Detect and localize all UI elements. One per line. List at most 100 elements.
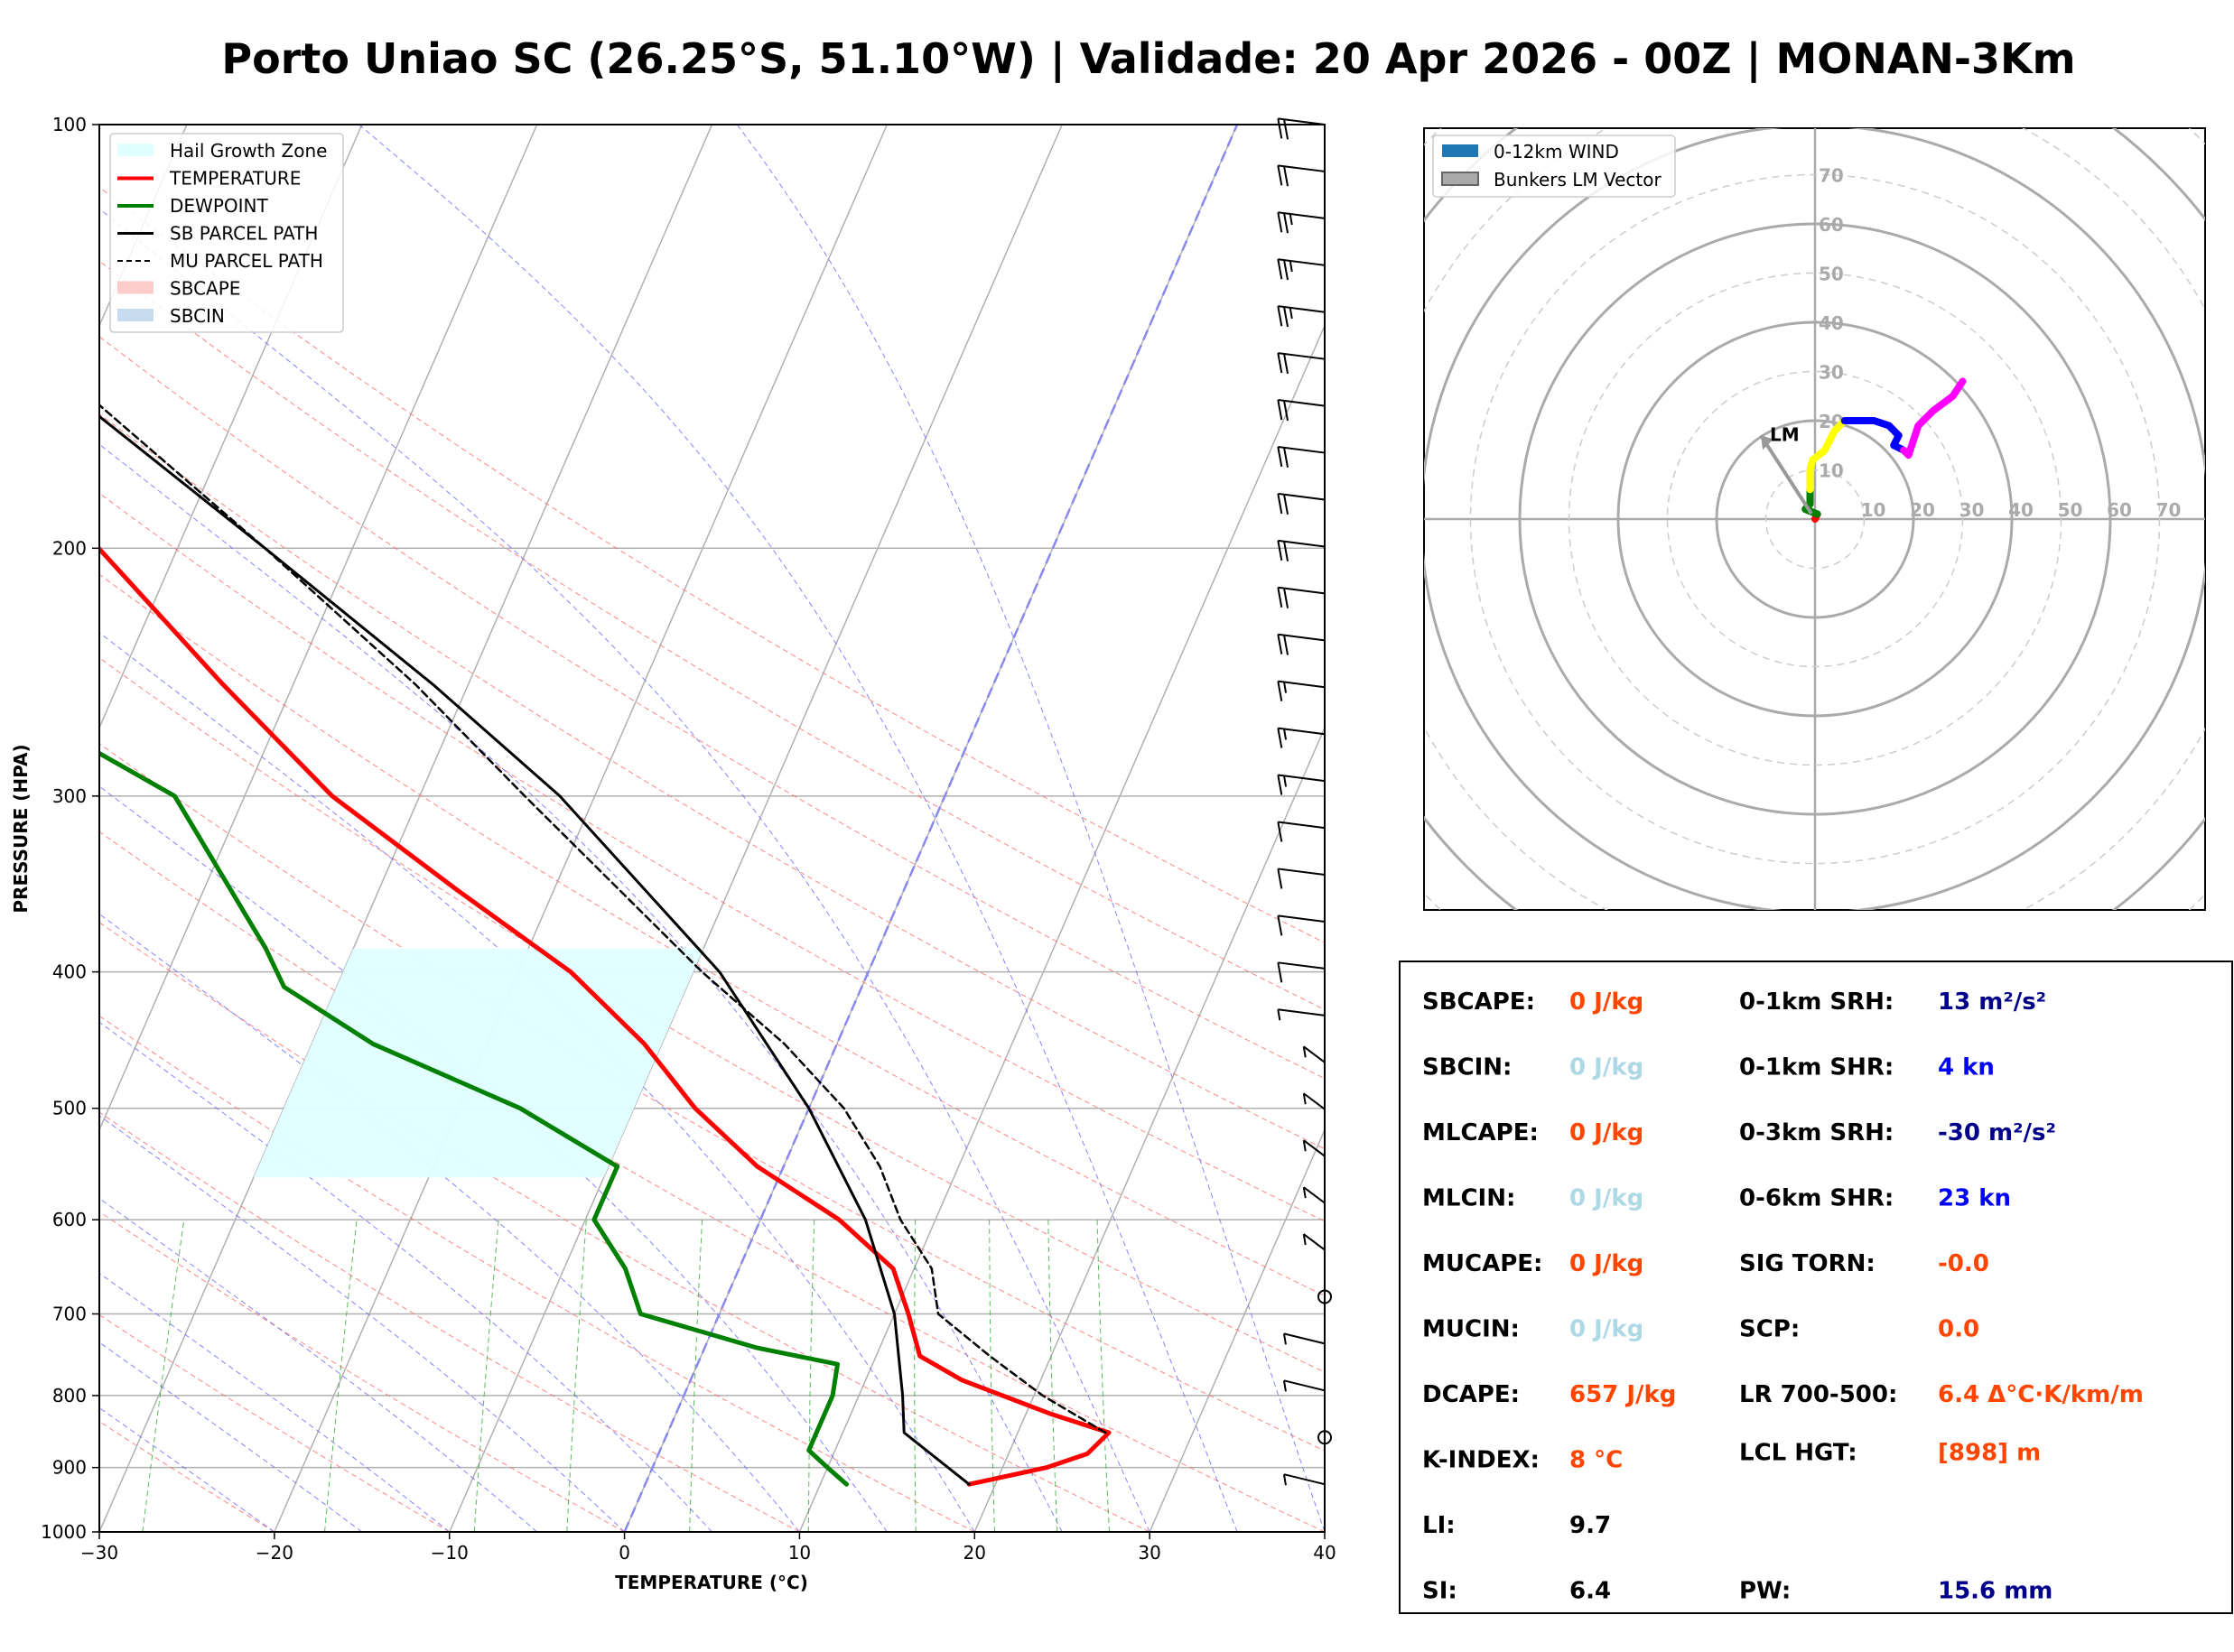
index-label: SI: <box>1422 1578 1457 1605</box>
moist-adiabat <box>736 125 1325 1532</box>
sb-parcel-line <box>99 414 971 1486</box>
legend-label: Bunkers LM Vector <box>1494 169 1662 190</box>
index-label: MUCAPE: <box>1422 1250 1542 1277</box>
hodo-ring <box>1616 320 2014 718</box>
index-value: 9.7 <box>1569 1512 1611 1539</box>
barb-flag <box>1283 400 1289 422</box>
mixing-ratio-line <box>989 1220 995 1532</box>
mixing-ratio-line <box>807 1220 815 1532</box>
indices-panel: SBCAPE: 0 J/kg SBCIN: 0 J/kg MLCAPE: 0 J/kg ML… <box>1399 961 2233 1614</box>
isotherm <box>99 125 538 1132</box>
wind-barb <box>1277 1008 1326 1021</box>
index-value: -0.0 <box>1938 1250 1989 1277</box>
moist-adiabat <box>99 1021 712 1532</box>
wind-barb <box>1317 1289 1332 1304</box>
barb-flag <box>1283 212 1289 234</box>
dry-adiabat <box>99 831 1325 1532</box>
barb-staff <box>1278 539 1326 548</box>
barb-flag <box>1283 306 1289 328</box>
index-value: 4 kn <box>1938 1054 1995 1081</box>
dry-adiabat <box>99 573 1325 1296</box>
index-label: SBCAPE: <box>1422 988 1535 1016</box>
wind-barb <box>1277 868 1326 889</box>
isotherm <box>99 125 713 1532</box>
index-value: 0.0 <box>1938 1316 1979 1343</box>
y-tick-label: 400 <box>52 961 87 983</box>
legend-swatch <box>1441 172 1479 186</box>
wind-barb <box>1302 1139 1326 1157</box>
hodo-ring-label-y: 40 <box>1819 312 1844 334</box>
barb-flag <box>1277 446 1283 468</box>
y-tick-label: 500 <box>52 1098 87 1119</box>
index-value: 13 m²/s² <box>1938 988 2046 1016</box>
barb-half-flag <box>1289 213 1293 226</box>
legend-swatch <box>117 144 154 156</box>
barb-flag <box>1283 166 1289 187</box>
wind-barb <box>1277 961 1326 983</box>
wind-barb <box>1277 258 1326 281</box>
barb-flag <box>1283 259 1289 281</box>
wind-barb <box>1302 1045 1326 1063</box>
dry-adiabat <box>99 1313 450 1532</box>
index-value: 0 J/kg <box>1569 1316 1643 1343</box>
barb-staff <box>1278 680 1326 689</box>
index-label: 0-1km SRH: <box>1739 988 1894 1016</box>
bunkers-lm-arrowhead <box>1761 435 1774 450</box>
hodo-ring-label-y: 70 <box>1819 165 1844 187</box>
wind-barb <box>1277 445 1326 469</box>
index-label: MUCIN: <box>1422 1316 1520 1343</box>
hodo-ring-label-x: 40 <box>2008 499 2034 521</box>
barb-half-flag <box>1283 729 1288 740</box>
moist-adiabat <box>99 443 1063 1532</box>
hodograph-legend: 0-12km WIND Bunkers LM Vector <box>1432 135 1676 198</box>
barb-staff <box>1278 727 1326 736</box>
barb-flag <box>1277 305 1283 327</box>
barb-staff <box>1278 352 1326 360</box>
barb-flag <box>1277 352 1283 374</box>
barb-half-flag <box>1277 1009 1281 1021</box>
wind-barb <box>1302 1233 1326 1251</box>
dry-adiabat <box>99 260 1325 1011</box>
calm-wind-circle <box>1317 1430 1332 1445</box>
legend-swatch <box>117 281 154 294</box>
hodo-ring-label-x: 10 <box>1861 499 1886 521</box>
barb-half-flag <box>1283 775 1288 787</box>
barb-half-flag <box>1302 1186 1307 1199</box>
hodo-ring <box>1469 173 2161 865</box>
legend-label: SB PARCEL PATH <box>170 223 318 245</box>
barb-flag <box>1277 962 1283 983</box>
wind-barb <box>1277 914 1326 936</box>
index-value: -30 m²/s² <box>1938 1119 2056 1146</box>
dry-adiabat <box>99 1015 975 1532</box>
wind-barb <box>1277 586 1326 608</box>
index-label: K-INDEX: <box>1422 1447 1540 1474</box>
barb-staff <box>1278 164 1326 172</box>
isotherm <box>798 323 1325 1532</box>
legend-label: 0-12km WIND <box>1494 141 1619 162</box>
dry-adiabat <box>99 1111 800 1532</box>
x-tick-label: 10 <box>788 1542 811 1564</box>
dry-adiabat <box>99 336 1325 1080</box>
legend-label: TEMPERATURE <box>169 168 301 190</box>
legend-label: MU PARCEL PATH <box>170 250 323 272</box>
index-label: PW: <box>1739 1578 1791 1605</box>
moist-adiabat <box>358 125 1238 1532</box>
hodo-trace <box>1900 377 1967 459</box>
barb-staff <box>1278 914 1326 923</box>
wind-barb <box>1277 211 1326 234</box>
legend-swatch <box>1442 144 1478 157</box>
x-tick-label: 40 <box>1313 1542 1336 1564</box>
index-value: 23 kn <box>1938 1185 2011 1212</box>
hail-growth-zone <box>253 948 703 1178</box>
index-value: 0 J/kg <box>1569 1119 1643 1146</box>
wind-barb <box>1277 680 1326 701</box>
isotherm <box>1149 1128 1325 1532</box>
wind-barb <box>1302 1092 1326 1110</box>
index-label: 0-1km SHR: <box>1739 1054 1894 1081</box>
legend-swatch <box>117 309 154 321</box>
barb-flag <box>1277 118 1283 139</box>
legend-label: SBCIN <box>170 305 225 327</box>
barb-staff <box>1283 1332 1326 1345</box>
x-tick-label: 0 <box>619 1542 630 1564</box>
barb-staff <box>1278 633 1326 642</box>
